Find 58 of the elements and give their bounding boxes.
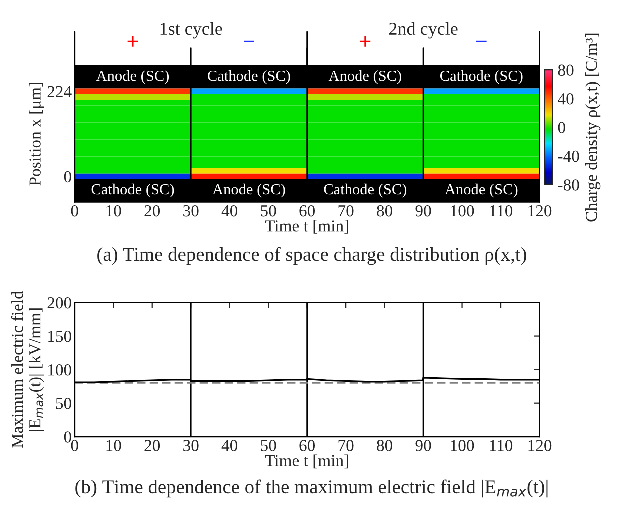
x-tick-label: 20: [144, 205, 160, 217]
y-tick-label: 0: [64, 171, 72, 183]
x-tick-label: 30: [184, 440, 199, 452]
x-tick-label: 80: [377, 205, 392, 217]
y-tick-label: 0: [64, 432, 72, 443]
x-tick-label: 10: [106, 440, 122, 452]
x-tick-label: 120: [528, 440, 552, 452]
color-bar-label: 0: [558, 122, 566, 134]
text: Cathode (SC): [324, 184, 407, 198]
text: (b) Time dependence of the maximum electric field |E$_{max}$(t)|: [76, 480, 548, 498]
text: Anode (SC): [445, 184, 518, 198]
x-tick-label: 100: [451, 440, 474, 452]
text: −: [476, 40, 487, 42]
color-bar-label: -40: [558, 150, 580, 162]
x-axis-title: Time t [min]: [265, 454, 348, 469]
x-tick-label: 110: [490, 440, 513, 452]
x-tick-label: 60: [300, 205, 316, 217]
y-axis-title: Maximum electric field |E$_{max}$(t)| [kV/mm]: [11, 291, 44, 448]
y-tick-label: 200: [48, 297, 72, 309]
text: 1st cycle: [160, 22, 222, 39]
text: +: [360, 36, 371, 47]
x-tick-label: 50: [261, 440, 276, 452]
x-tick-label: 10: [106, 205, 122, 217]
y-axis-title: Position x [μm]: [29, 83, 44, 186]
x-tick-label: 40: [222, 205, 238, 217]
x-tick-label: 90: [416, 440, 432, 452]
y-tick-label: 224: [48, 86, 72, 98]
text: (a) Time dependence of space charge distribution ρ(x,t): [98, 247, 526, 266]
text: Anode (SC): [96, 70, 170, 84]
x-tick-label: 50: [261, 205, 276, 217]
color-bar-label: 80: [558, 64, 574, 76]
x-tick-label: 120: [528, 205, 552, 217]
x-tick-label: 0: [71, 440, 78, 452]
text: Anode (SC): [328, 70, 402, 84]
x-tick-label: 20: [144, 440, 160, 452]
x-axis-title: Time t [min]: [265, 220, 348, 234]
text: Cathode (SC): [440, 70, 523, 84]
color-bar-label: -80: [558, 180, 580, 191]
x-tick-label: 60: [300, 440, 316, 452]
text: 2nd cycle: [389, 22, 458, 39]
text: Cathode (SC): [208, 70, 290, 84]
x-tick-label: 100: [451, 205, 474, 217]
text: +: [128, 36, 138, 47]
x-tick-label: 80: [377, 440, 392, 452]
y-tick-label: 100: [48, 364, 72, 376]
y-tick-label: 50: [56, 398, 72, 410]
text: Cathode (SC): [92, 184, 174, 198]
x-tick-label: 40: [222, 440, 238, 452]
x-tick-label: 70: [338, 440, 354, 452]
x-tick-label: 90: [416, 205, 432, 217]
y-tick-label: 150: [48, 330, 72, 342]
color-bar-label: 40: [558, 94, 574, 105]
text: Anode (SC): [212, 184, 286, 198]
x-tick-label: 30: [184, 205, 199, 217]
x-tick-label: 110: [490, 205, 513, 217]
text: −: [244, 40, 254, 42]
color-bar-title: Charge density ρ(x,t) [C/m³]: [585, 34, 601, 222]
x-tick-label: 70: [338, 205, 354, 217]
